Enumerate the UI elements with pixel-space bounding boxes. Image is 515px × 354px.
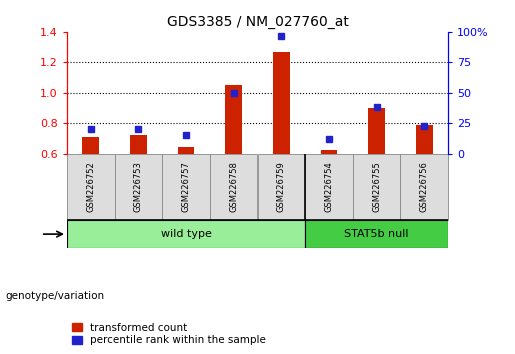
Title: GDS3385 / NM_027760_at: GDS3385 / NM_027760_at [166,16,349,29]
Text: genotype/variation: genotype/variation [5,291,104,301]
Bar [130,135,147,154]
Text: STAT5b null: STAT5b null [345,229,409,239]
Bar [82,137,99,154]
Bar [321,150,337,154]
Bar [401,154,448,221]
Text: GSM226757: GSM226757 [182,161,191,212]
Legend: transformed count, percentile rank within the sample: transformed count, percentile rank withi… [72,322,266,345]
Bar [162,154,210,221]
Text: GSM226752: GSM226752 [87,161,95,212]
Bar [67,221,305,248]
Text: GSM226755: GSM226755 [372,161,381,212]
Text: GSM226753: GSM226753 [134,161,143,212]
Bar [305,154,353,221]
Bar [67,154,114,221]
Text: GSM226759: GSM226759 [277,161,286,212]
Bar [305,221,448,248]
Bar [178,147,194,154]
Bar [273,52,289,154]
Text: GSM226756: GSM226756 [420,161,428,212]
Bar [368,108,385,154]
Text: GSM226754: GSM226754 [324,161,333,212]
Bar [226,85,242,154]
Bar [353,154,400,221]
Bar [210,154,258,221]
Text: wild type: wild type [161,229,212,239]
Bar [115,154,162,221]
Bar [258,154,305,221]
Text: GSM226758: GSM226758 [229,161,238,212]
Bar [416,125,433,154]
